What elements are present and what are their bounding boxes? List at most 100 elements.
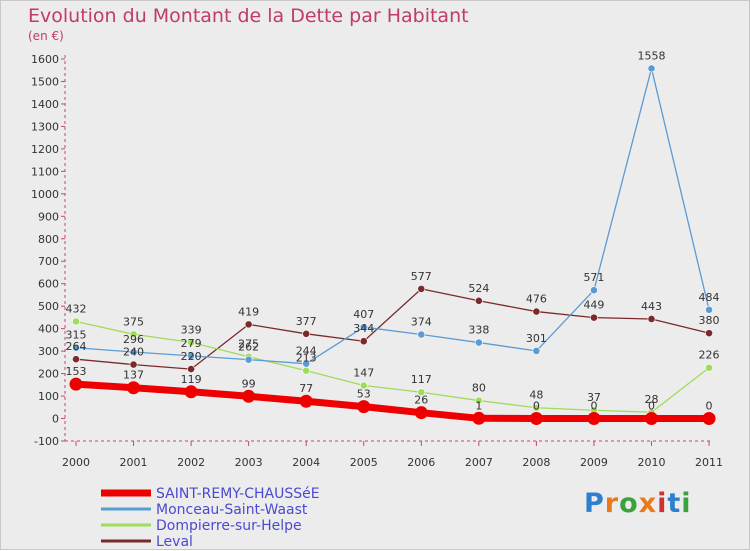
- data-point: [184, 385, 198, 399]
- data-label: 0: [590, 400, 597, 413]
- y-tick-label: 1500: [31, 75, 59, 88]
- x-tick-label: 2006: [407, 456, 435, 469]
- x-tick-label: 2009: [580, 456, 608, 469]
- chart-unit-label: (en €): [28, 29, 64, 43]
- data-label: 262: [238, 341, 259, 354]
- data-label: 407: [353, 308, 374, 321]
- data-label: 339: [181, 323, 202, 336]
- data-label: 137: [123, 369, 144, 382]
- data-label: 476: [526, 293, 547, 306]
- x-axis-tick-labels: 2000 2001 2002 2003 2004 2005 2006 2007 2008 2009…: [62, 441, 723, 469]
- logo-letter: i: [657, 488, 668, 519]
- logo-letter: o: [619, 488, 639, 519]
- data-point: [299, 394, 313, 408]
- data-point: [474, 396, 483, 405]
- logo-letter: r: [604, 488, 620, 519]
- data-label: 264: [66, 340, 87, 353]
- data-label: 577: [411, 270, 432, 283]
- data-point: [187, 338, 195, 347]
- data-label: 80: [472, 382, 486, 395]
- data-point: [302, 359, 311, 368]
- data-label: 119: [181, 373, 202, 386]
- data-label: 377: [296, 315, 317, 328]
- y-tick-label: 400: [38, 323, 59, 336]
- data-point: [187, 351, 195, 360]
- data-label: 449: [583, 299, 604, 312]
- data-point: [647, 315, 656, 323]
- legend-label: Leval: [156, 534, 193, 550]
- data-label: 244: [296, 345, 317, 358]
- data-label: 301: [526, 332, 547, 345]
- x-tick-label: 2004: [292, 456, 320, 469]
- data-label: 432: [66, 302, 87, 315]
- data-label: 344: [353, 322, 374, 335]
- data-point: [529, 412, 543, 426]
- data-point: [187, 365, 195, 373]
- data-point: [72, 343, 80, 352]
- x-tick-label: 2005: [350, 456, 378, 469]
- y-tick-label: 900: [38, 210, 59, 223]
- data-point: [532, 346, 541, 355]
- logo-letter: x: [638, 488, 658, 519]
- data-point: [302, 329, 311, 338]
- x-tick-label: 2010: [638, 456, 666, 469]
- data-point: [244, 320, 253, 329]
- x-tick-label: 2008: [522, 456, 550, 469]
- data-point: [705, 363, 713, 372]
- data-label: 1558: [638, 49, 666, 62]
- data-label: 220: [181, 350, 202, 363]
- data-point: [645, 412, 658, 426]
- chart-title: Evolution du Montant de la Dette par Hab…: [28, 5, 469, 27]
- series-lines: [75, 67, 710, 423]
- y-tick-label: 600: [38, 278, 59, 291]
- data-point: [532, 403, 541, 412]
- data-label: 26: [414, 394, 428, 407]
- y-tick-label: 100: [38, 390, 59, 403]
- data-label: 1: [475, 399, 482, 412]
- axes: [64, 55, 713, 442]
- data-label: 48: [529, 389, 543, 402]
- y-tick-label: 800: [38, 233, 59, 246]
- data-point: [357, 400, 371, 414]
- data-label: 117: [411, 373, 432, 386]
- data-point: [129, 330, 138, 339]
- data-point: [414, 406, 428, 420]
- data-label: 53: [357, 388, 371, 401]
- data-point: [590, 313, 598, 322]
- data-point: [359, 381, 368, 390]
- data-label: 375: [123, 315, 144, 328]
- x-tick-label: 2001: [120, 456, 148, 469]
- data-point: [590, 286, 598, 295]
- data-label: 153: [66, 365, 87, 378]
- data-point: [705, 305, 713, 314]
- data-label: 275: [238, 338, 259, 351]
- data-point: [129, 360, 138, 369]
- data-label: 524: [468, 282, 489, 295]
- y-axis-tick-labels: -100 0 100 200 300 400 500 600 700 800 900 1000 1100…: [31, 53, 65, 448]
- legend-label: Dompierre-sur-Helpe: [156, 518, 302, 534]
- data-point: [359, 337, 368, 346]
- y-tick-label: 0: [52, 413, 59, 426]
- logo-letter: P: [584, 488, 605, 519]
- y-tick-label: 200: [38, 368, 59, 381]
- data-label: 296: [123, 333, 144, 346]
- data-label: 571: [583, 271, 604, 284]
- proxiti-logo: Proxiti: [584, 488, 692, 519]
- data-point: [72, 317, 80, 326]
- y-tick-label: 1600: [31, 53, 59, 66]
- data-label: 77: [299, 382, 313, 395]
- data-point: [129, 348, 138, 356]
- data-label: 0: [706, 400, 713, 413]
- y-tick-label: 500: [38, 300, 59, 313]
- y-tick-label: 1400: [31, 98, 59, 111]
- data-point: [702, 412, 716, 426]
- data-point: [72, 355, 80, 364]
- y-tick-label: 1300: [31, 120, 59, 133]
- data-point: [474, 296, 483, 305]
- series-line-3: [75, 288, 710, 370]
- series-line-0: [75, 380, 710, 423]
- y-tick-label: 1200: [31, 143, 59, 156]
- data-point: [647, 64, 656, 73]
